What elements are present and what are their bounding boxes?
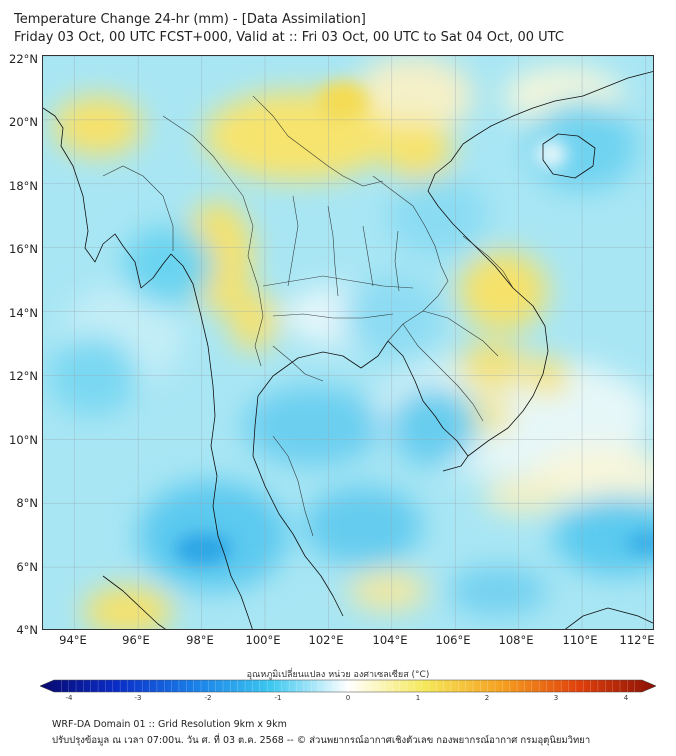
lat-label: 10°N [9,433,38,447]
lat-label: 6°N [16,560,38,574]
lon-label: 112°E [619,633,655,647]
colorbar-tick: -1 [274,694,282,702]
map-canvas [43,56,653,629]
lat-label: 14°N [9,306,38,320]
colorbar-tick: -2 [204,694,212,702]
lat-label: 20°N [9,115,38,129]
lon-label: 102°E [308,633,344,647]
lon-label: 110°E [562,633,598,647]
lat-label: 12°N [9,369,38,383]
lat-label: 22°N [9,52,38,66]
gridlines [43,56,653,629]
lon-label: 100°E [245,633,281,647]
coastlines [43,71,653,629]
colorbar-tick: -4 [65,694,73,702]
colorbar-tick: 0 [345,694,351,702]
temperature-cores [175,81,653,565]
province-borders [102,95,514,537]
map-subtitle: Friday 03 Oct, 00 UTC FCST+000, Valid at… [14,30,564,45]
temperature-change-map[interactable] [42,55,654,630]
colorbar-label: อุณหภูมิเปลี่ยนแปลง หน่วย องศาเซลเซียส (… [246,670,430,680]
credit-line: ปรับปรุงข้อมูล ณ เวลา 07:00น. วัน ศ. ที่… [52,735,591,746]
lon-label: 98°E [186,633,214,647]
colorbar [39,678,657,693]
colorbar-tick: 2 [484,694,490,702]
lon-label: 106°E [435,633,471,647]
lat-label: 16°N [9,242,38,256]
colorbar-tick: 4 [623,694,629,702]
colorbar-tick: 3 [553,694,559,702]
lat-label: 4°N [16,623,38,637]
colorbar-tick: -3 [134,694,142,702]
map-title: Temperature Change 24-hr (mm) - [Data As… [14,12,366,27]
lat-label: 18°N [9,179,38,193]
lon-label: 96°E [122,633,150,647]
model-info: WRF-DA Domain 01 :: Grid Resolution 9km … [52,719,287,730]
lon-label: 108°E [498,633,534,647]
lon-label: 104°E [372,633,408,647]
lat-label: 8°N [16,496,38,510]
lon-label: 94°E [59,633,87,647]
colorbar-tick: 1 [415,694,421,702]
